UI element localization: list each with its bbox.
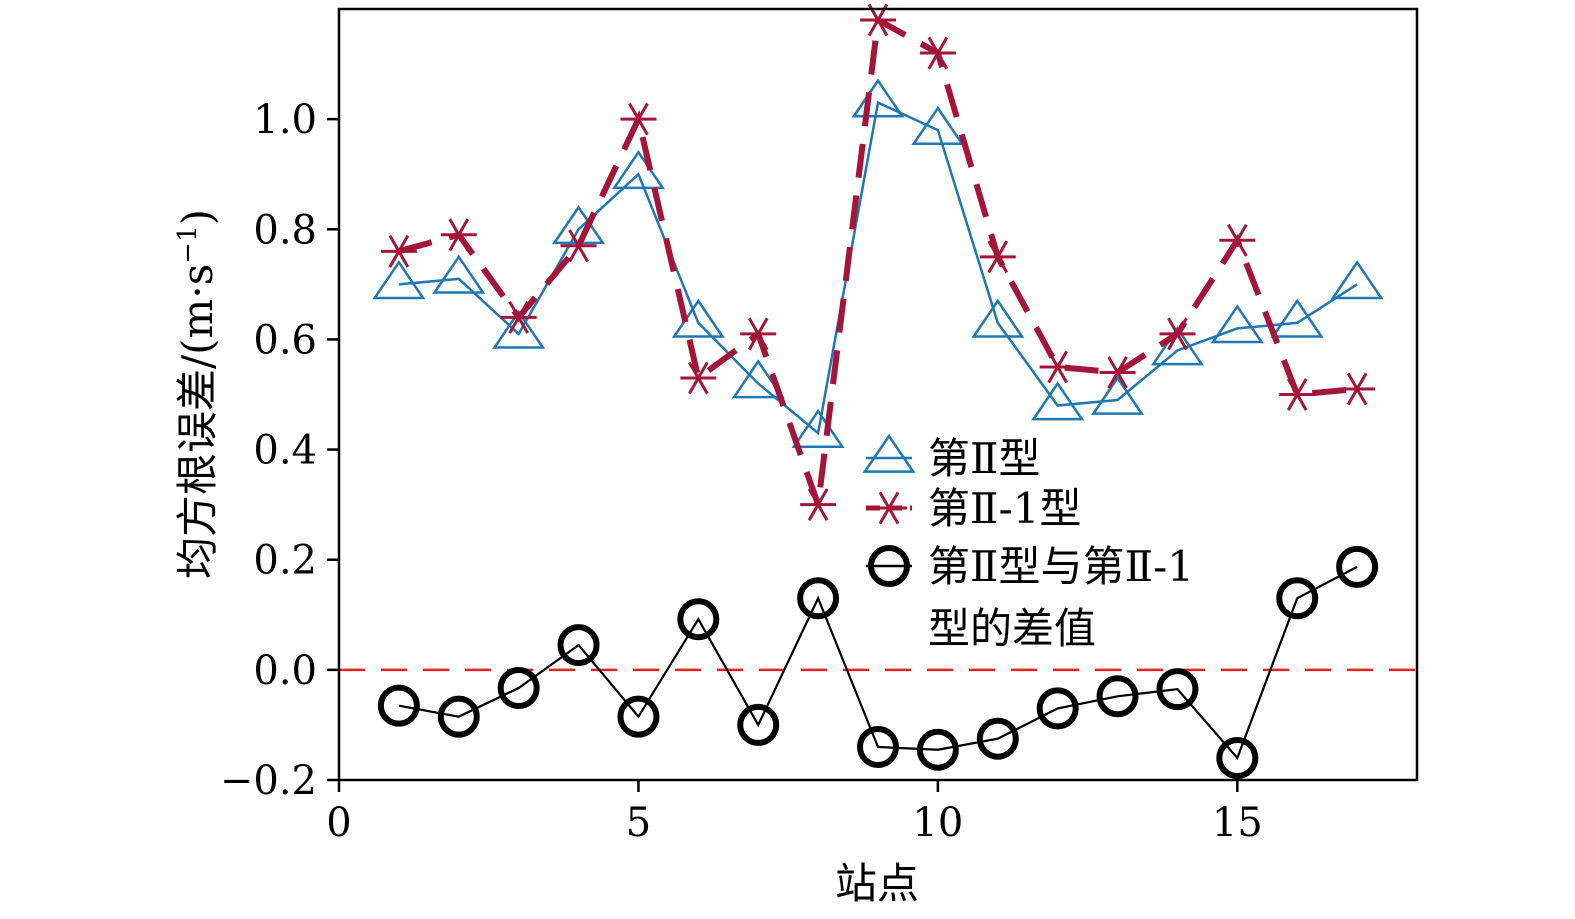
series-2-point [560, 229, 597, 263]
series-1 [372, 78, 1384, 448]
legend-entry-2: 第Ⅱ-1型 [866, 484, 1081, 533]
x-tick-label: 5 [626, 800, 651, 846]
x-axis-title: 站点 [835, 859, 919, 908]
legend-label: 型的差值 [928, 604, 1096, 653]
legend-label: 第Ⅱ型 [928, 434, 1041, 483]
x-tick-label: 0 [326, 800, 351, 846]
series-1-line [398, 100, 1358, 436]
y-axis-title-close: ) [173, 209, 222, 225]
series-2-point [740, 317, 777, 351]
legend-entry-3: 第Ⅱ型与第Ⅱ-1 型的差值 [866, 542, 1194, 653]
series-2-point [500, 300, 537, 334]
series-3-line [398, 565, 1358, 761]
legend-label: 第Ⅱ型与第Ⅱ-1 [928, 542, 1194, 591]
series-1-point [1150, 326, 1205, 366]
series-1-point [1210, 304, 1264, 344]
series-1-point [971, 298, 1025, 338]
legend-marker [871, 491, 907, 525]
legend-marker [868, 545, 910, 587]
series-2-point [1159, 317, 1196, 351]
plot-frame [337, 7, 1419, 782]
y-axis-title-superscript: −1 [173, 225, 203, 263]
series-3-point [617, 695, 660, 738]
series-3-point [377, 684, 420, 727]
series-1-point [911, 105, 965, 146]
legend-entry-1: 第Ⅱ型 [862, 433, 1041, 483]
series-3-point [1216, 736, 1259, 779]
series-2-point [979, 240, 1016, 274]
axes-layer [337, 7, 1419, 782]
series-3-point [497, 667, 540, 710]
series-2-point [919, 36, 956, 70]
series-2-point [1219, 223, 1256, 257]
series-3-point [1036, 687, 1079, 730]
series-3 [377, 545, 1379, 779]
legend-label: 第Ⅱ-1型 [928, 484, 1081, 533]
series-3-point [1336, 545, 1379, 588]
series-3-point [1156, 668, 1199, 711]
series-3-point [677, 598, 720, 641]
series-2-line [398, 15, 1358, 506]
series-3-point [737, 703, 780, 746]
y-tick-label: 0.8 [253, 207, 317, 253]
series-1-point [1270, 298, 1324, 338]
y-tick-label: 0.0 [253, 648, 317, 694]
series-1-point [1330, 260, 1384, 300]
series-1-point [611, 149, 666, 190]
series-2-point [1279, 378, 1316, 411]
y-tick-label: 0.2 [253, 538, 317, 584]
series-3-point [916, 728, 959, 771]
series-3-point [557, 624, 600, 667]
legend-marker [862, 433, 916, 473]
series-1-point [432, 254, 486, 294]
ticks-layer: 0 5 10 15 −0.2 0.0 0.2 0.4 0.6 0.8 1.0 [220, 97, 1263, 846]
series-1-point [492, 309, 546, 349]
series-2-point [380, 234, 417, 268]
series-3-point [1276, 577, 1319, 620]
series-2 [380, 3, 1376, 522]
plot-content [339, 3, 1417, 779]
series-2-point [800, 488, 837, 522]
series-3-point [1096, 675, 1139, 718]
x-tick-label: 10 [912, 800, 963, 846]
series-2-point [1099, 356, 1136, 389]
series-3-point [437, 695, 480, 738]
y-axis-title: 均方根误差/(m·s−1) [173, 209, 222, 579]
y-axis-title-main: 均方根误差/(m·s [173, 264, 222, 579]
series-1-point [372, 260, 426, 300]
series-1-point [1031, 381, 1085, 421]
series-2-point [680, 361, 717, 395]
series-1-point [731, 359, 785, 399]
series-3-point [976, 717, 1019, 760]
y-tick-label: −0.2 [220, 758, 317, 804]
y-tick-label: 0.6 [253, 317, 317, 363]
y-tick-label: 1.0 [253, 97, 317, 143]
series-1-point [1090, 375, 1145, 415]
series-2-point [1339, 372, 1376, 406]
series-3-point [857, 725, 899, 768]
series-2-point [1039, 350, 1076, 384]
series-2-point [440, 218, 477, 252]
series-3-point [797, 577, 840, 620]
x-tick-label: 15 [1212, 800, 1263, 846]
y-tick-label: 0.4 [253, 428, 317, 474]
series-2-point [620, 102, 657, 136]
